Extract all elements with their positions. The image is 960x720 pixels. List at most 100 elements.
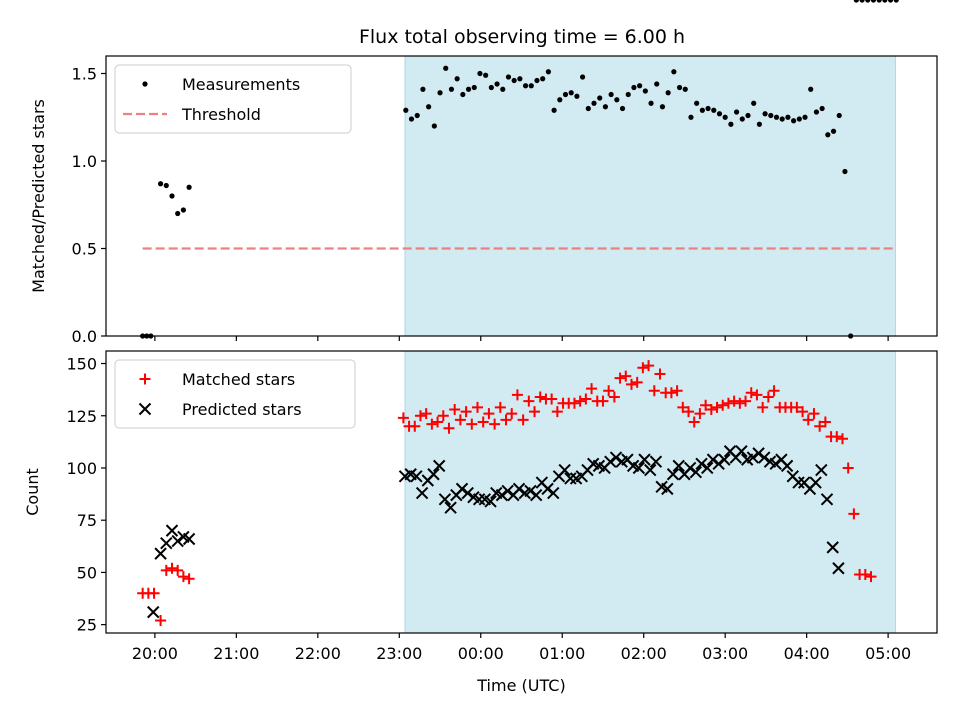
matched-star-point bbox=[848, 508, 860, 520]
matched-star-point bbox=[472, 401, 484, 413]
predicted-star-point bbox=[809, 476, 822, 489]
measurement-point bbox=[711, 107, 717, 113]
predicted-star-point bbox=[461, 486, 474, 500]
matched-star-point bbox=[148, 587, 160, 599]
measurement-point bbox=[859, 0, 865, 3]
measurement-point bbox=[739, 116, 745, 122]
measurement-point bbox=[887, 0, 894, 3]
measurement-point bbox=[659, 104, 666, 110]
matched-star-point bbox=[172, 564, 184, 576]
predicted-star-point bbox=[820, 493, 834, 506]
matched-star-point bbox=[608, 391, 620, 403]
predicted-star-point bbox=[661, 482, 674, 496]
ratio-x-ticks bbox=[154, 336, 889, 341]
predicted-star-point bbox=[758, 451, 771, 464]
measurement-point bbox=[545, 69, 551, 75]
measurement-point bbox=[186, 184, 192, 190]
matched-star-point bbox=[426, 418, 438, 430]
matched-star-point bbox=[546, 393, 558, 405]
matched-star-point bbox=[688, 416, 700, 428]
predicted-star-point bbox=[609, 451, 623, 464]
matched-star-point bbox=[614, 372, 626, 384]
matched-star-point bbox=[511, 389, 523, 401]
matched-star-point bbox=[597, 395, 609, 407]
predicted-star-point bbox=[826, 541, 839, 554]
ratio-y-axis-label: Matched/Predicted stars bbox=[29, 99, 48, 293]
predicted-star-point bbox=[649, 455, 663, 468]
y-tick-label: 150 bbox=[66, 355, 97, 374]
measurement-point bbox=[614, 97, 620, 103]
matched-star-point bbox=[757, 401, 769, 413]
matched-star-point bbox=[580, 393, 592, 405]
measurement-point bbox=[619, 105, 626, 112]
matched-star-point bbox=[460, 406, 472, 418]
matched-star-point bbox=[814, 420, 826, 432]
measurement-point bbox=[568, 90, 574, 96]
matched-star-point bbox=[517, 414, 529, 426]
count-panel: 25 50 75 100 125 150 20:00 21:00 22:00 23:00 00:0… bbox=[23, 350, 938, 663]
measurement-point bbox=[426, 104, 432, 110]
measurement-point bbox=[637, 83, 643, 89]
matched-star-point bbox=[694, 408, 706, 420]
x-tick-label: 04:00 bbox=[784, 644, 830, 663]
measurement-point bbox=[557, 97, 563, 103]
matched-star-point bbox=[671, 385, 683, 397]
measurement-point bbox=[471, 84, 477, 91]
measurement-point bbox=[842, 168, 848, 175]
count-plot-frame bbox=[105, 350, 938, 634]
legend-predicted-marker bbox=[138, 402, 152, 416]
matched-star-point bbox=[625, 378, 637, 390]
measurement-point bbox=[716, 111, 723, 117]
measurement-point bbox=[585, 105, 591, 112]
measurement-point bbox=[477, 70, 483, 77]
legend-box bbox=[114, 64, 352, 134]
matched-star-point bbox=[551, 406, 563, 418]
predicted-star-point bbox=[524, 484, 537, 498]
y-tick-label: 25 bbox=[77, 616, 97, 635]
measurement-point bbox=[602, 104, 609, 110]
predicted-star-point bbox=[666, 468, 680, 481]
measurement-point bbox=[882, 0, 888, 3]
matched-star-point bbox=[409, 420, 421, 432]
predicted-star-point bbox=[165, 524, 179, 537]
matched-star-point bbox=[728, 395, 740, 407]
count-legend: Matched stars Predicted stars bbox=[114, 359, 356, 429]
matched-star-point bbox=[654, 368, 666, 380]
measurement-point bbox=[802, 114, 808, 120]
predicted-star-point bbox=[815, 463, 828, 477]
matched-star-point bbox=[643, 360, 655, 372]
matched-star-point bbox=[711, 401, 723, 413]
legend-box bbox=[114, 359, 356, 429]
measurement-point bbox=[169, 193, 175, 199]
x-tick-label: 22:00 bbox=[295, 644, 341, 663]
matched-star-point bbox=[734, 397, 746, 409]
matched-star-point bbox=[500, 414, 512, 426]
matched-star-point bbox=[745, 387, 757, 399]
predicted-star-point bbox=[706, 453, 720, 466]
measurement-point bbox=[728, 121, 734, 127]
ratio-panel: 0.0 0.5 1.0 1.5 Matched/Predicted stars Mea… bbox=[29, 0, 938, 346]
predicted-star-point bbox=[644, 463, 657, 477]
predicted-star-point bbox=[547, 486, 560, 500]
matched-star-point bbox=[397, 412, 409, 424]
measurement-point bbox=[733, 109, 740, 115]
measurement-point bbox=[785, 114, 791, 120]
measurement-point bbox=[853, 0, 859, 3]
measurement-point bbox=[180, 207, 186, 213]
x-axis-label: Time (UTC) bbox=[476, 676, 565, 695]
count-points bbox=[137, 360, 877, 626]
measurement-point bbox=[642, 88, 648, 94]
predicted-star-point bbox=[154, 547, 167, 560]
predicted-star-point bbox=[792, 476, 805, 489]
matched-star-point bbox=[836, 433, 848, 445]
y-tick-label: 50 bbox=[77, 563, 97, 582]
measurement-point bbox=[465, 86, 472, 92]
matched-star-point bbox=[483, 408, 495, 420]
measurement-point bbox=[762, 111, 768, 117]
count-y-ticks: 25 50 75 100 125 150 bbox=[66, 355, 106, 635]
measurement-point bbox=[157, 181, 164, 187]
measurement-point bbox=[870, 0, 877, 3]
measurement-point bbox=[175, 210, 181, 217]
matched-star-point bbox=[751, 389, 763, 401]
measurement-point bbox=[836, 112, 842, 119]
